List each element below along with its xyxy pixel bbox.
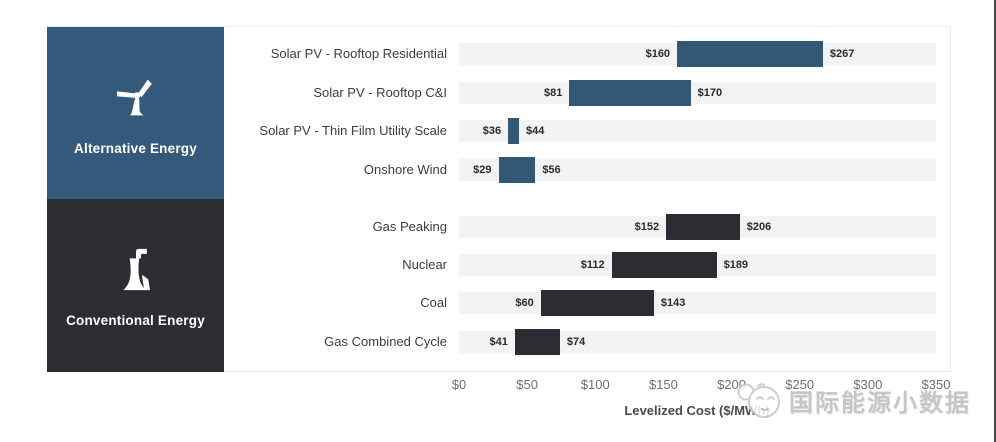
group-label: Conventional Energy (66, 313, 205, 328)
group-panel-conventional: Conventional Energy (47, 199, 224, 372)
min-value-label: $112 (580, 258, 605, 271)
row-label: Gas Peaking (372, 218, 447, 234)
x-tick-label: $300 (853, 377, 883, 392)
max-value-label: $143 (660, 297, 686, 309)
max-value-label: $170 (697, 86, 723, 99)
chart-row: Solar PV - Rooftop Residential $160 $267 (0, 41, 996, 67)
wind-turbine-icon (107, 71, 165, 129)
min-value-label: $152 (634, 220, 660, 233)
max-value-label: $206 (746, 220, 772, 233)
range-bar (514, 328, 560, 355)
chart-row: Gas Peaking $152 $206 (0, 213, 996, 240)
chart-row: Gas Combined Cycle $41 $74 (0, 328, 996, 355)
range-bar (677, 41, 823, 67)
min-value-label: $160 (645, 48, 671, 60)
x-tick-label: $0 (451, 377, 467, 392)
min-value-label: $36 (482, 125, 502, 137)
power-plant-icon (107, 243, 165, 301)
row-label: Nuclear (402, 256, 447, 272)
min-value-label: $29 (473, 164, 492, 176)
range-bar (611, 251, 717, 278)
chart-row: Onshore Wind $29 $56 (0, 157, 996, 183)
x-tick-label: $50 (516, 377, 538, 392)
chart-row: Coal $60 $143 (0, 290, 996, 316)
row-label: Solar PV - Rooftop C&I (313, 84, 447, 100)
x-tick-label: $100 (580, 377, 610, 392)
chart-row: Solar PV - Rooftop C&I $81 $170 (0, 79, 996, 106)
range-bar (540, 290, 654, 316)
range-bar (508, 118, 519, 144)
max-value-label: $74 (566, 335, 586, 348)
max-value-label: $267 (829, 48, 855, 60)
range-bar (569, 79, 691, 106)
row-label: Solar PV - Thin Film Utility Scale (259, 123, 447, 138)
x-tick-label: $250 (785, 377, 815, 392)
max-value-label: $56 (542, 164, 561, 176)
x-tick-label: $350 (921, 377, 951, 392)
row-label: Onshore Wind (363, 162, 447, 177)
group-label: Alternative Energy (74, 140, 197, 156)
group-panel-alternative: Alternative Energy (47, 27, 224, 199)
chart-row: Solar PV - Thin Film Utility Scale $36 $… (0, 118, 996, 144)
min-value-label: $81 (544, 86, 563, 99)
cartoon-face-logo-icon (733, 372, 789, 428)
max-value-label: $44 (525, 125, 545, 137)
row-label: Coal (420, 295, 447, 310)
max-value-label: $189 (723, 258, 749, 271)
watermark: 国际能源小数据 (733, 368, 991, 432)
screenshot-right-edge (994, 0, 996, 442)
row-label: Gas Combined Cycle (324, 333, 447, 349)
bar-track (459, 159, 936, 181)
min-value-label: $60 (515, 297, 534, 309)
plot-frame (47, 26, 951, 372)
min-value-label: $41 (489, 335, 508, 348)
watermark-text: 国际能源小数据 (789, 389, 971, 417)
range-bar (498, 157, 536, 183)
bar-track (459, 120, 936, 142)
range-bar (666, 213, 740, 240)
row-label: Solar PV - Rooftop Residential (270, 46, 447, 61)
bar-track (459, 330, 936, 353)
x-axis-title: Levelized Cost ($/MWh) (624, 403, 770, 418)
chart-row: Nuclear $112 $189 (0, 251, 996, 278)
x-tick-label: $150 (648, 377, 678, 392)
